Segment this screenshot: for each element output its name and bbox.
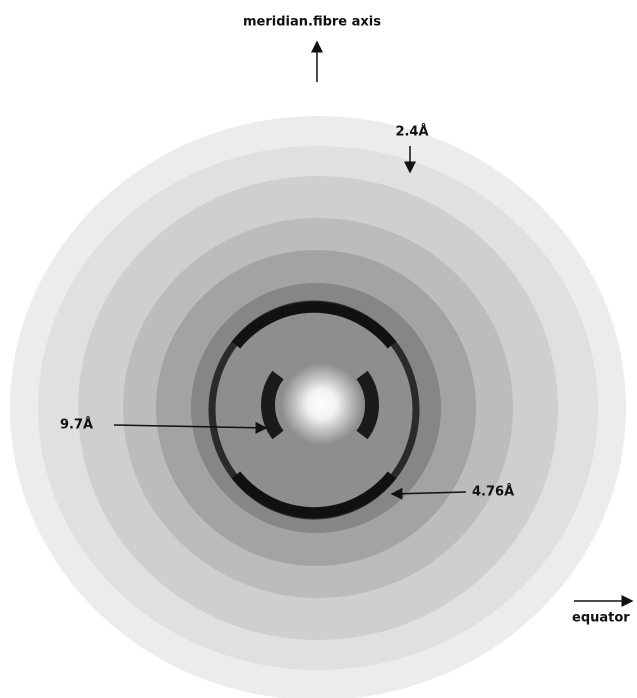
diffraction-pattern (10, 116, 626, 698)
label-4-76: 4.76Å (472, 484, 514, 500)
central-beam (280, 362, 364, 446)
diffraction-figure: meridian.fibre axis 2.4Å 9.7Å 4.76Å equa… (0, 0, 637, 698)
label-2-4: 2.4Å (395, 124, 428, 140)
meridian-label: meridian.fibre axis (243, 15, 381, 30)
label-9-7: 9.7Å (60, 417, 93, 433)
equator-label: equator (572, 611, 630, 626)
page: {"annotations": {"meridian": "meridian.f… (0, 0, 637, 698)
